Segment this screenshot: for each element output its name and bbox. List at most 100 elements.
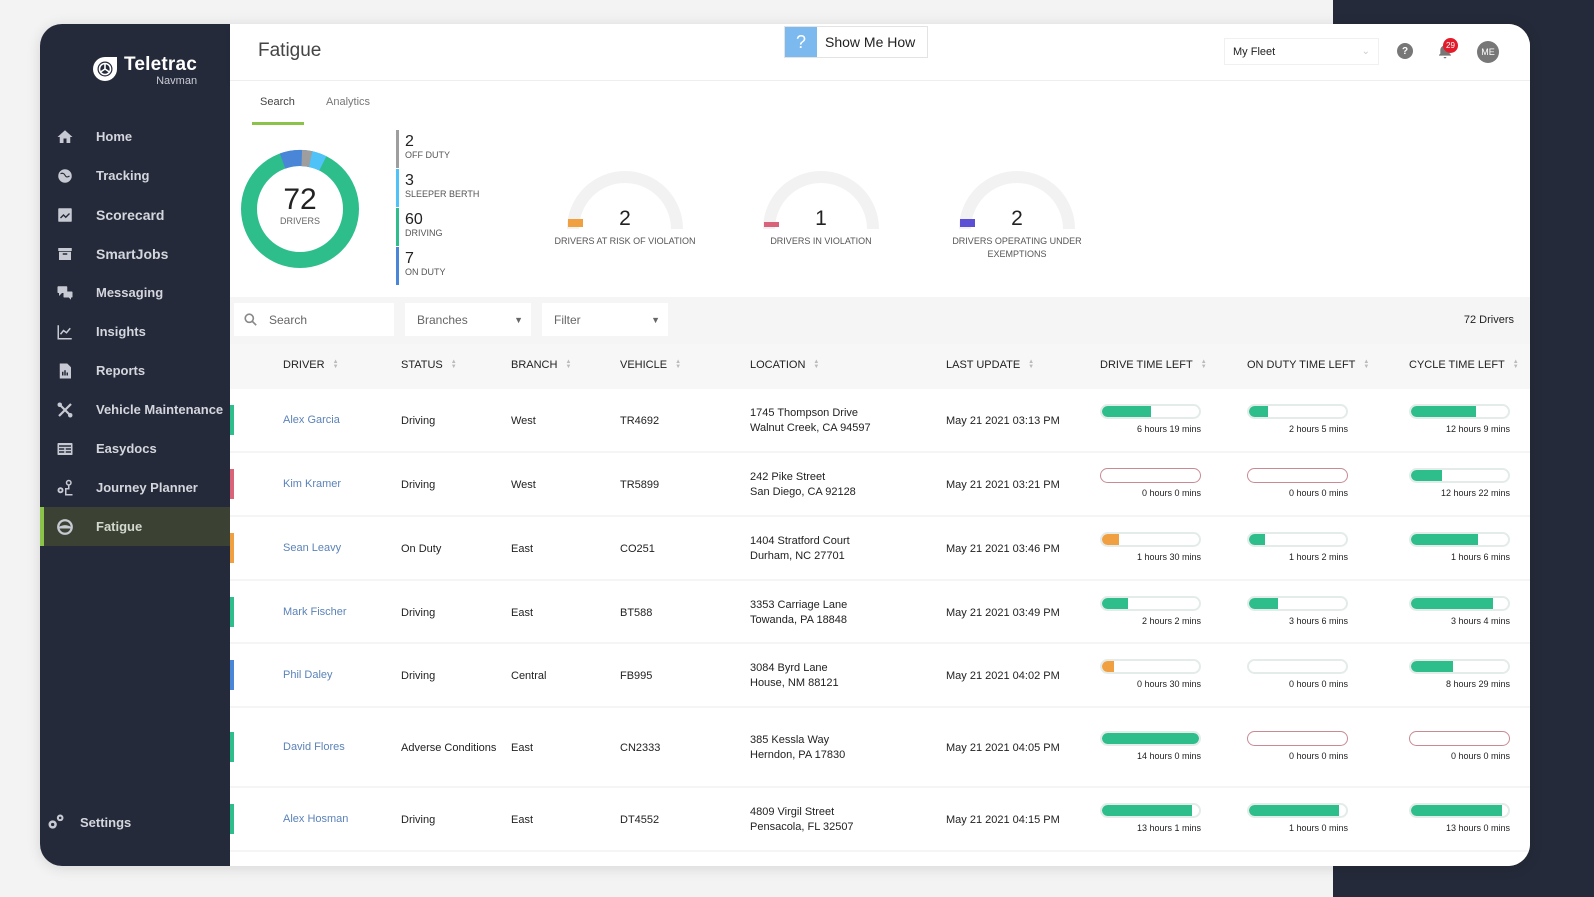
time-left-text: 3 hours 6 mins [1288,615,1348,626]
column-cycle-time-left[interactable]: CYCLE TIME LEFT ▲ ▼ [1409,359,1519,371]
drive-time-progress: 14 hours 0 mins [1100,731,1201,761]
sidebar-item-home[interactable]: Home [40,117,230,156]
branch-cell: West [511,415,536,427]
driver-name-link[interactable]: Sean Leavy [283,542,342,554]
progress-bar [1100,659,1201,674]
filter-label: Filter [554,312,581,327]
driver-name-link[interactable]: David Flores [283,741,345,753]
fleet-select[interactable]: My Fleet ⌄ [1224,38,1379,65]
user-avatar[interactable]: ME [1477,41,1499,63]
time-left-text: 1 hours 0 mins [1288,823,1348,833]
teletrac-logo-icon [93,57,117,81]
status-stripe [230,732,234,762]
table-row[interactable]: Alex Hosman Driving East DT4552 4809 Vir… [230,788,1530,852]
sidebar-item-easydocs[interactable]: Easydocs [40,429,230,468]
progress-bar [1247,404,1348,419]
column-branch[interactable]: BRANCH ▲ ▼ [511,359,572,371]
cycle-time-progress: 12 hours 9 mins [1409,404,1510,434]
sidebar-item-vehicle-maintenance[interactable]: Vehicle Maintenance [40,390,230,429]
show-me-how-button[interactable]: ? Show Me How [784,26,929,58]
legend-sleeper-berth[interactable]: 3 SLEEPER BERTH [396,169,479,207]
sort-icon: ▲ ▼ [1028,359,1035,370]
progress-bar [1247,803,1348,818]
table-row[interactable]: David Flores Adverse Conditions East CN2… [230,708,1530,788]
column-location[interactable]: LOCATION ▲ ▼ [750,359,820,371]
sidebar-item-label: Insights [96,324,146,339]
search-box[interactable] [234,303,394,336]
sidebar-item-label: Fatigue [96,519,143,534]
column-last-update[interactable]: LAST UPDATE ▲ ▼ [946,359,1035,371]
progress-bar [1247,731,1348,746]
column-on-duty-time-left[interactable]: ON DUTY TIME LEFT ▲ ▼ [1247,359,1370,371]
driver-name-link[interactable]: Mark Fischer [283,605,347,618]
sidebar-item-scorecard[interactable]: Scorecard [40,195,230,234]
column-driver[interactable]: DRIVER ▲ ▼ [283,359,339,371]
progress-bar [1100,803,1201,818]
tab-search[interactable]: Search [260,96,295,108]
filter-dropdown[interactable]: Filter ▼ [542,303,668,336]
table-row[interactable]: Sean Leavy On Duty East CO251 1404 Strat… [230,517,1530,581]
legend-off-duty[interactable]: 2 OFF DUTY [396,130,479,168]
in-violation-count: 1 [815,207,827,230]
brand-name: Teletrac [124,54,198,75]
page-title: Fatigue [258,40,322,61]
gauge-in-violation[interactable]: 1 DRIVERS IN VIOLATION [746,169,896,248]
search-input[interactable] [269,312,379,327]
sidebar-item-tracking[interactable]: Tracking [40,156,230,195]
location-cell: 3353 Carriage Lane Towanda, PA 18848 [750,598,848,626]
driver-name-link[interactable]: Alex Hosman [283,813,349,825]
brand-logo[interactable]: Teletrac Navman [92,54,197,87]
column-drive-time-left[interactable]: DRIVE TIME LEFT ▲ ▼ [1100,359,1207,371]
progress-bar [1100,595,1201,611]
onduty-time-progress: 0 hours 0 mins [1247,731,1348,761]
progress-bar [1247,595,1348,611]
time-left-text: 13 hours 1 mins [1136,823,1201,833]
question-icon: ? [785,27,817,57]
driver-name-link[interactable]: Phil Daley [283,669,333,681]
drive-time-progress: 0 hours 0 mins [1100,468,1201,498]
brand-sub: Navman [156,75,198,87]
sidebar-item-smartjobs[interactable]: SmartJobs [40,234,230,273]
branch-cell: Central [511,670,547,682]
branch-cell: East [511,606,534,619]
total-drivers-label: DRIVERS [279,216,320,226]
status-summary: 72 DRIVERS 2 OFF DUTY 3 SLEEPER BERTH 60 DR… [230,125,1530,297]
sidebar-item-fatigue[interactable]: Fatigue [40,507,230,546]
time-left-text: 12 hours 22 mins [1440,488,1510,498]
table-row[interactable]: Mark Fischer Driving East BT588 3353 Car… [230,581,1530,644]
gears-icon [48,814,64,829]
branch-cell: East [511,814,534,826]
time-left-text: 6 hours 19 mins [1136,424,1201,434]
status-cell: Adverse Conditions [401,742,497,754]
sidebar-item-insights[interactable]: Insights [40,312,230,351]
document-list-icon [56,440,74,458]
table-row[interactable]: Phil Daley Driving Central FB995 3084 By… [230,644,1530,708]
vehicle-cell: TR5899 [620,479,660,491]
gauge-at-risk[interactable]: 2 DRIVERS AT RISK OF VIOLATION [550,169,700,248]
branches-dropdown[interactable]: Branches ▼ [405,303,531,336]
drive-time-progress: 2 hours 2 mins [1100,595,1201,626]
location-cell: 3084 Byrd Lane House, NM 88121 [750,662,839,689]
legend-on-duty[interactable]: 7 ON DUTY [396,247,479,285]
legend-driving[interactable]: 60 DRIVING [396,208,479,246]
sidebar-item-journey-planner[interactable]: Journey Planner [40,468,230,507]
tab-analytics[interactable]: Analytics [326,96,371,108]
sidebar-item-reports[interactable]: Reports [40,351,230,390]
drive-time-progress: 1 hours 30 mins [1100,532,1201,562]
column-status[interactable]: STATUS ▲ ▼ [401,359,457,371]
time-left-text: 1 hours 2 mins [1288,552,1348,562]
steering-wheel-icon [56,518,74,536]
sort-icon: ▲ ▼ [1363,359,1370,370]
help-icon[interactable]: ? [1397,43,1413,59]
sidebar-item-messaging[interactable]: Messaging [40,273,230,312]
progress-bar [1409,532,1510,547]
table-row[interactable]: Kim Kramer Driving West TR5899 242 Pike … [230,453,1530,517]
table-row[interactable]: Alex Garcia Driving West TR4692 1745 Tho… [230,389,1530,453]
driver-name-link[interactable]: Kim Kramer [283,478,342,490]
gauge-exemptions[interactable]: 2 DRIVERS OPERATING UNDER EXEMPTIONS [942,169,1092,261]
column-vehicle[interactable]: VEHICLE ▲ ▼ [620,359,682,371]
at-risk-swatch [568,219,583,227]
location-cell: 1745 Thompson Drive Walnut Creek, CA 945… [750,407,871,434]
driver-name-link[interactable]: Alex Garcia [283,414,340,426]
settings-link[interactable]: Settings [46,812,131,832]
